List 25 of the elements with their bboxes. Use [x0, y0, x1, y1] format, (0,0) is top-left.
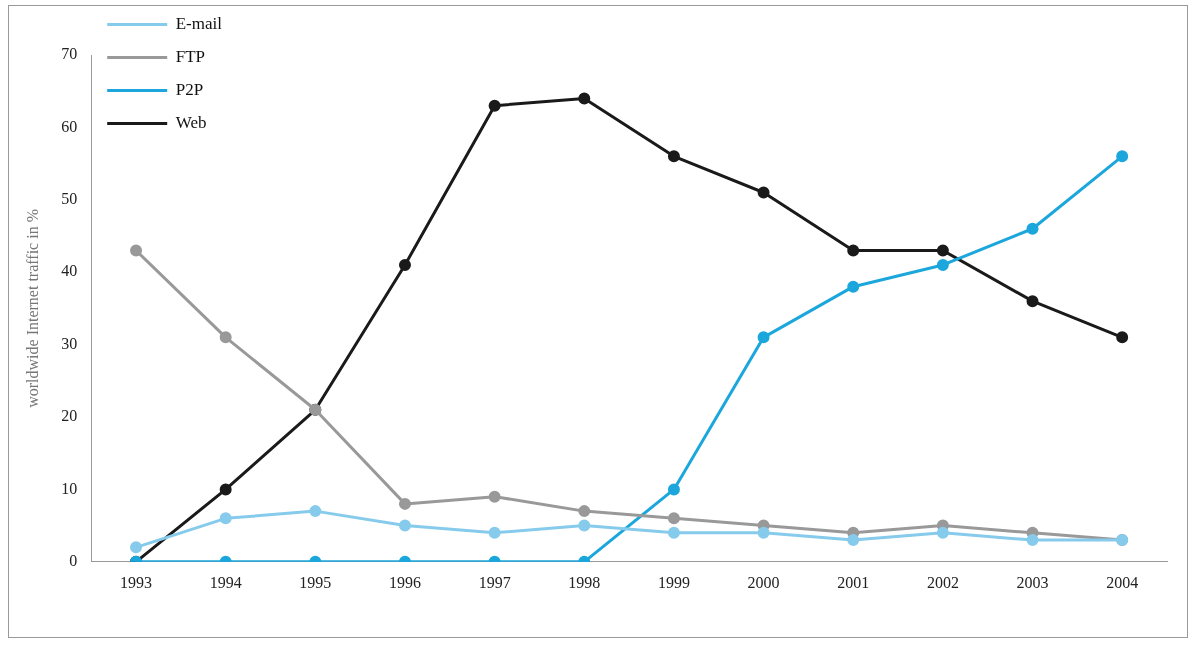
x-tick-label: 1995 [299, 573, 332, 591]
y-tick-label: 70 [61, 45, 78, 63]
x-tick-label: 1999 [657, 573, 690, 591]
y-tick-label: 50 [61, 190, 78, 207]
y-tick-label: 0 [69, 552, 78, 569]
x-tick-label: 2003 [1016, 573, 1049, 591]
y-tick-label: 60 [61, 117, 78, 135]
x-tick-label: 1997 [478, 573, 511, 591]
x-tick-label: 2004 [1106, 573, 1139, 591]
y-tick-label: 30 [61, 334, 78, 352]
x-tick-label: 1996 [388, 573, 421, 591]
x-tick-label: 2001 [837, 573, 870, 591]
legend-label: E-mail [175, 13, 223, 33]
y-tick-label: 20 [61, 407, 78, 425]
legend-label: FTP [175, 46, 205, 66]
x-tick-label: 1994 [209, 573, 242, 591]
legend-label: P2P [175, 79, 204, 99]
legend-label: Web [175, 112, 207, 132]
x-tick-label: 1998 [568, 573, 601, 591]
y-tick-label: 40 [61, 262, 78, 280]
y-axis-title: worldwide Internet traffic in % [23, 209, 41, 408]
x-tick-label: 2000 [747, 573, 780, 591]
x-tick-label: 1993 [120, 573, 153, 591]
y-tick-label: 10 [61, 479, 78, 497]
x-tick-label: 2002 [926, 573, 959, 591]
